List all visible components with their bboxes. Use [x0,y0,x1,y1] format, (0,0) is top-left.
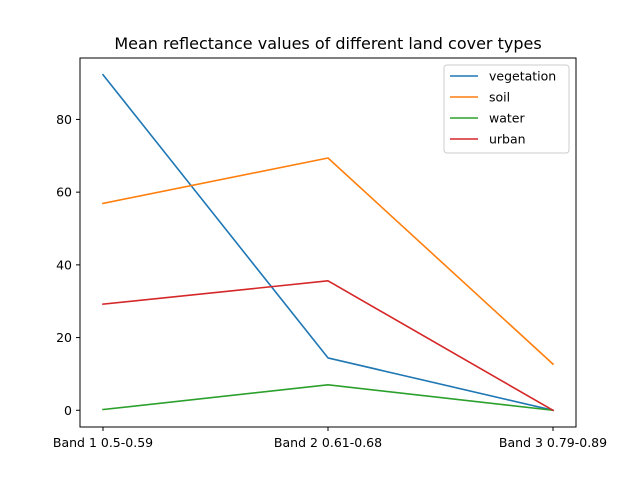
y-tick-label: 40 [56,257,72,272]
legend-label-vegetation: vegetation [489,69,556,84]
y-tick-label: 20 [56,330,72,345]
series-layer [101,73,555,412]
x-tick-label: Band 2 0.61-0.68 [274,435,382,450]
legend-box [443,64,570,154]
legend-label-soil: soil [489,90,510,105]
legend-entries: vegetation soil water urban [450,69,556,147]
x-tick-label: Band 1 0.5-0.59 [53,435,153,450]
y-tick-label: 0 [64,403,72,418]
legend-label-water: water [489,111,525,126]
series-line-soil [102,157,555,366]
x-tick-label: Band 3 0.79-0.89 [499,435,607,450]
chart-title: Mean reflectance values of different lan… [114,34,541,53]
y-tick-label: 80 [56,112,72,127]
series-line-water [102,384,554,412]
legend-label-urban: urban [489,132,526,147]
legend: vegetation soil water urban [443,64,570,154]
y-tick-label: 60 [56,185,72,200]
series-line-vegetation [101,73,554,412]
y-axis: 0 20 40 60 80 [56,112,80,418]
series-line-urban [102,280,555,412]
x-axis: Band 1 0.5-0.59 Band 2 0.61-0.68 Band 3 0.… [53,427,607,450]
